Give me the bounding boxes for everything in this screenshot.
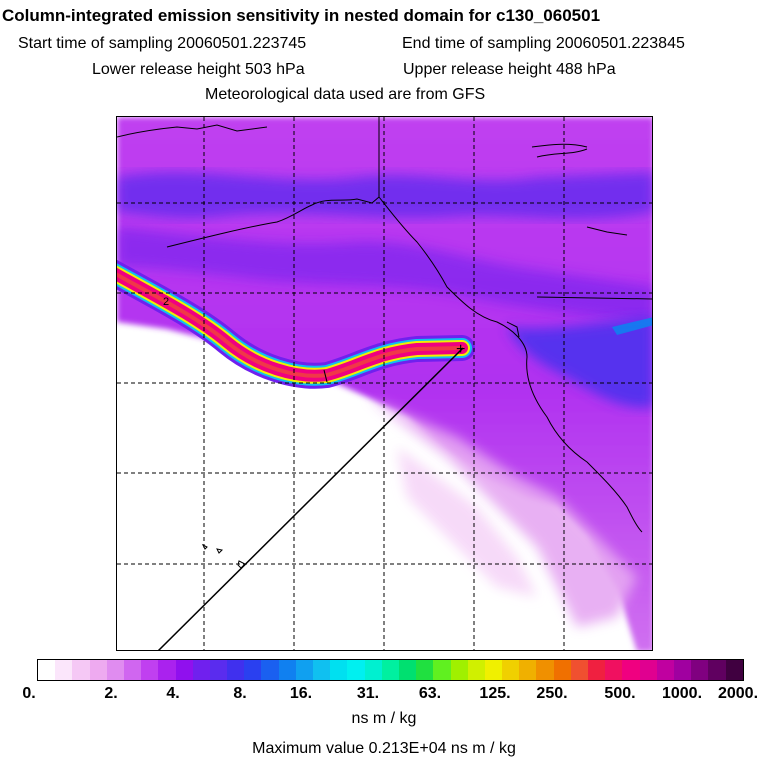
color-scale-cell: [313, 660, 331, 680]
light-field-lower: [367, 397, 637, 627]
color-scale-cell: [89, 660, 107, 680]
blue-band-east: [507, 317, 652, 408]
color-scale-cell: [381, 660, 399, 680]
color-scale-cell: [106, 660, 124, 680]
color-scale-cell: [278, 660, 296, 680]
color-scale-cell: [72, 660, 90, 680]
color-scale-cell: [708, 660, 726, 680]
met-data-label: Meteorological data used are from GFS: [205, 86, 486, 103]
color-scale-cell: [519, 660, 537, 680]
tick-label: 2000.: [717, 685, 759, 702]
start-time-label: Start time of sampling 20060501.223745: [18, 35, 307, 52]
end-time-label: End time of sampling 20060501.223845: [402, 35, 685, 52]
tick-label: 31.: [356, 685, 380, 702]
color-scale-cell: [192, 660, 210, 680]
color-scale-cell: [536, 660, 554, 680]
tick-label: 8.: [233, 685, 247, 702]
plume-centerline: [323, 369, 328, 383]
color-scale-cell: [656, 660, 674, 680]
color-scale-cell: [330, 660, 348, 680]
plume: [117, 260, 475, 389]
color-scale-cell: [725, 660, 743, 680]
faint-field-lower: [397, 447, 537, 597]
cyan-streak: [612, 317, 652, 335]
color-scale-cell: [605, 660, 623, 680]
tick-label: 16.: [289, 685, 313, 702]
color-scale-ticks: 0. 2. 4. 8. 16. 31. 63. 125. 250. 500. 1…: [0, 685, 768, 705]
color-scale-cell: [398, 660, 417, 680]
flight-track: [157, 347, 464, 650]
tick-label: 125.: [479, 685, 511, 702]
color-scale-cell: [570, 660, 588, 680]
color-scale-units: ns m / kg: [351, 710, 417, 727]
color-scale-cell: [553, 660, 571, 680]
color-scale-cell: [433, 660, 451, 680]
plume-marker: 2: [163, 296, 169, 308]
upper-release-height-label: Upper release height 488 hPa: [403, 61, 616, 78]
color-scale-cell: [691, 660, 709, 680]
tick-label: 63.: [418, 685, 442, 702]
color-scale-cell: [38, 660, 56, 680]
color-scale-cell: [639, 660, 657, 680]
color-scale-cell: [209, 660, 228, 680]
color-scale-cell: [347, 660, 365, 680]
tick-label: 500.: [604, 685, 636, 702]
color-scale-cell: [622, 660, 640, 680]
color-scale-cell: [295, 660, 313, 680]
map-canvas: 2 +: [117, 117, 652, 650]
sensitivity-map: 2 +: [116, 116, 653, 651]
maximum-value-label: Maximum value 0.213E+04 ns m / kg: [252, 740, 516, 757]
color-scale-cell: [261, 660, 279, 680]
tick-label: 1000.: [661, 685, 703, 702]
color-scale-cell: [158, 660, 176, 680]
color-scale-cell: [467, 660, 485, 680]
tick-label: 4.: [166, 685, 180, 702]
color-scale-cell: [141, 660, 159, 680]
color-scale-cell: [364, 660, 382, 680]
color-scale-bar: [37, 659, 744, 681]
lower-release-height-label: Lower release height 503 hPa: [92, 61, 305, 78]
color-scale-cell: [244, 660, 262, 680]
color-scale-cell: [588, 660, 606, 680]
color-scale-cell: [175, 660, 193, 680]
plot-title: Column-integrated emission sensitivity i…: [2, 6, 601, 25]
tick-label: 250.: [536, 685, 568, 702]
color-scale-cell: [123, 660, 142, 680]
color-scale-cell: [673, 660, 692, 680]
color-scale-cell: [55, 660, 73, 680]
color-scale-cell: [502, 660, 520, 680]
color-scale-cell: [416, 660, 434, 680]
color-scale-cell: [227, 660, 245, 680]
blue-band-north: [117, 172, 652, 219]
release-point-marker: +: [456, 341, 465, 358]
map-grid: [117, 117, 652, 650]
tick-label: 0.: [22, 685, 36, 702]
color-scale-cell: [450, 660, 468, 680]
color-scale-cell: [484, 660, 503, 680]
tick-label: 2.: [104, 685, 118, 702]
